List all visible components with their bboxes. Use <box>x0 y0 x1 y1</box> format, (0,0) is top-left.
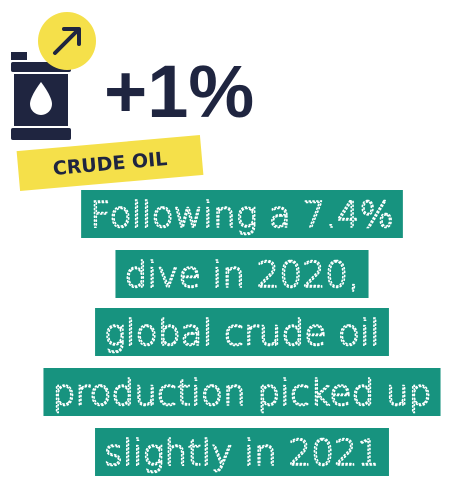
highlight-box <box>95 308 389 356</box>
barrel-icon <box>11 52 71 140</box>
highlight-box <box>81 190 403 238</box>
trend-badge <box>38 12 96 70</box>
description-line: slightly in 2021 <box>104 433 380 474</box>
description-line: global crude oil <box>104 313 380 354</box>
highlight-box <box>95 428 389 476</box>
description-line: Following a 7.4% <box>90 195 394 236</box>
description-line: production picked up <box>52 373 431 414</box>
stat: +1% <box>104 50 254 133</box>
label-tag: CRUDE OIL <box>16 135 204 191</box>
highlight-box <box>115 250 369 298</box>
description-line: dive in 2020, <box>124 255 359 296</box>
description: Following a 7.4% dive in 2020, global crud… <box>43 190 441 476</box>
highlight-box <box>43 368 441 416</box>
